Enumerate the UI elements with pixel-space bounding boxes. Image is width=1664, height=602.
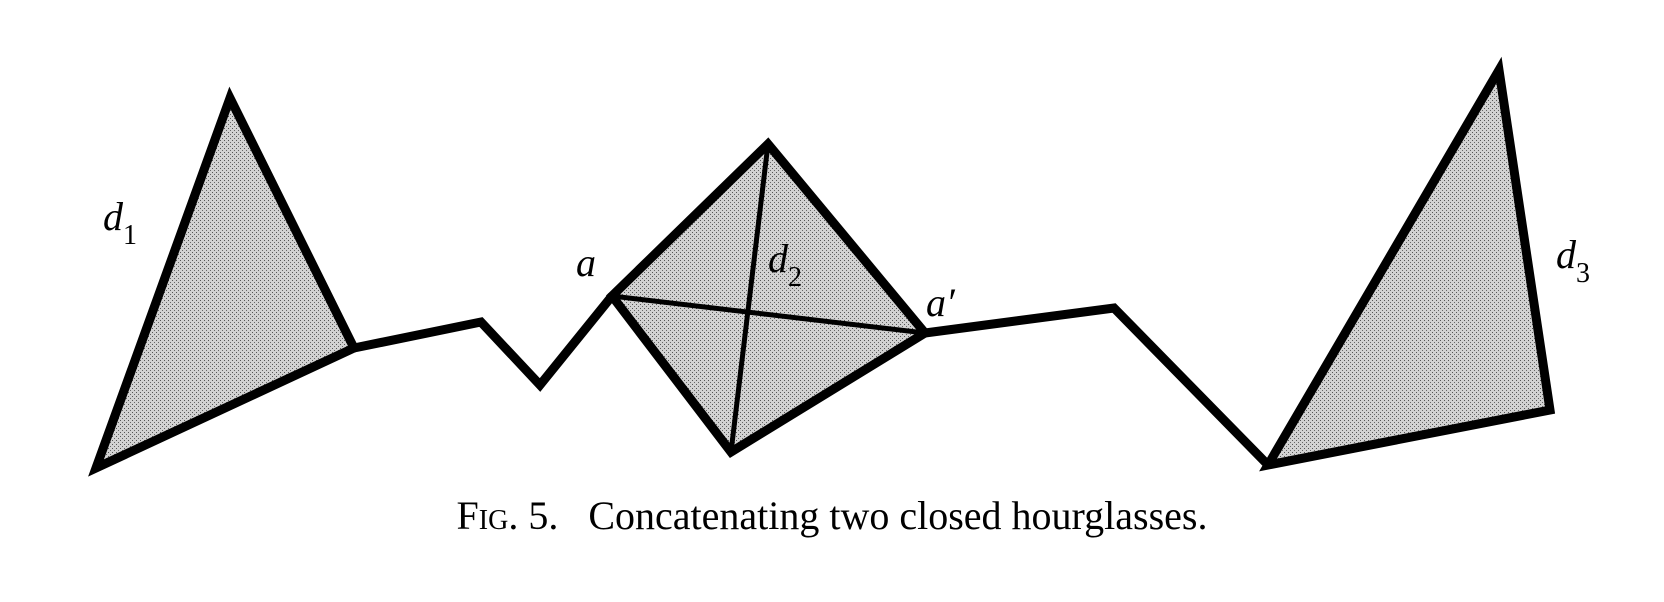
caption-fig-label: Fig. bbox=[457, 493, 519, 538]
triangle-d1 bbox=[96, 98, 354, 468]
label-d3: d3 bbox=[1556, 232, 1590, 289]
label-d1: d1 bbox=[103, 194, 137, 251]
diamond-d2 bbox=[612, 144, 925, 452]
caption-text: Concatenating two closed hourglasses. bbox=[588, 493, 1207, 538]
label-a: a bbox=[576, 240, 596, 285]
chain-right bbox=[925, 308, 1268, 465]
figure-caption: Fig. 5. Concatenating two closed hourgla… bbox=[0, 492, 1664, 539]
label-a-prime: a′ bbox=[926, 280, 956, 325]
triangle-d3 bbox=[1268, 70, 1550, 465]
chain-left bbox=[354, 296, 612, 385]
caption-fig-number: 5. bbox=[528, 493, 558, 538]
